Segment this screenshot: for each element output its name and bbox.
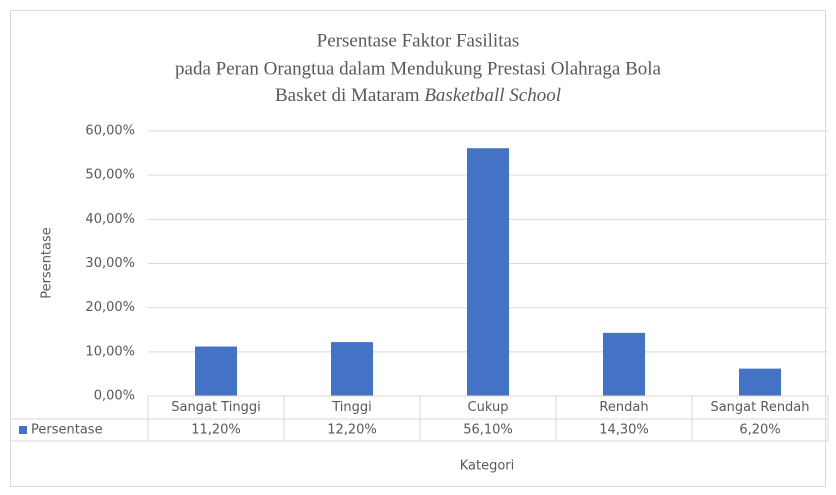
bar — [195, 346, 237, 396]
y-axis-label: Persentase — [40, 227, 55, 299]
y-tick-label: 30,00% — [85, 256, 135, 271]
x-axis-label: Kategori — [460, 459, 515, 474]
bar — [603, 332, 645, 396]
legend-label: Persentase — [31, 423, 103, 438]
bar — [739, 368, 781, 396]
x-tick-label: Tinggi — [331, 400, 372, 415]
y-tick-label: 40,00% — [85, 212, 135, 227]
x-tick-label: Rendah — [599, 400, 648, 415]
table-cell — [691, 395, 829, 420]
y-tick-label: 60,00% — [85, 124, 135, 139]
chart-title: Basket di Mataram Basketball School — [275, 85, 561, 106]
data-label: 56,10% — [463, 423, 513, 438]
x-tick-label: Sangat Rendah — [710, 400, 809, 415]
y-tick-label: 20,00% — [85, 300, 135, 315]
y-tick-label: 0,00% — [94, 389, 135, 404]
x-tick-label: Sangat Tinggi — [171, 400, 260, 415]
data-label: 11,20% — [191, 423, 241, 438]
data-label: 12,20% — [327, 423, 377, 438]
chart-title-part: Basket di Mataram — [275, 85, 420, 106]
bar — [467, 148, 509, 396]
legend-swatch — [19, 426, 27, 434]
bar — [331, 342, 373, 396]
x-tick-label: Cukup — [468, 400, 509, 415]
chart-frame — [10, 10, 826, 487]
data-label: 6,20% — [739, 423, 780, 438]
y-tick-label: 50,00% — [85, 168, 135, 183]
chart-title: pada Peran Orangtua dalam Mendukung Pres… — [175, 58, 662, 79]
chart-title: Persentase Faktor Fasilitas — [317, 30, 520, 51]
data-label: 14,30% — [599, 423, 649, 438]
y-tick-label: 10,00% — [85, 344, 135, 359]
chart-title-part: Basketball School — [424, 85, 561, 106]
